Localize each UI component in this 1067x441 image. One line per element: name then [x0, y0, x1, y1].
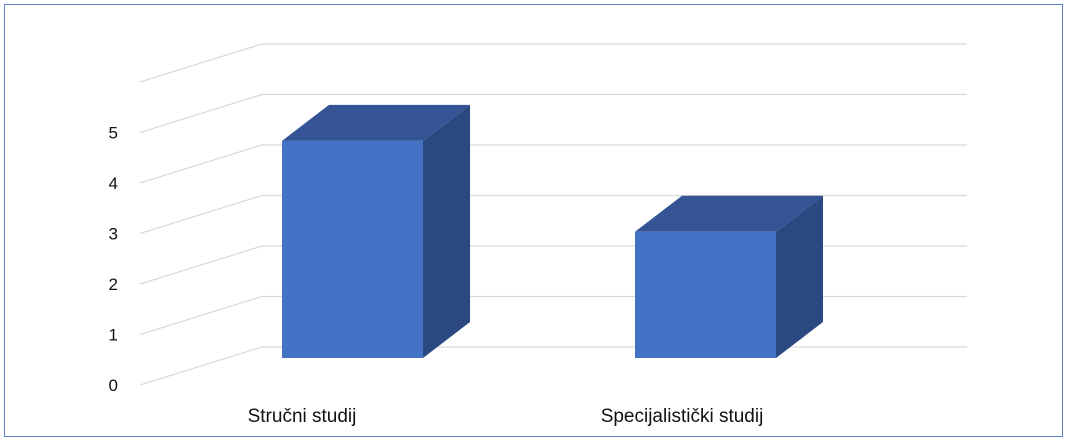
- x-axis-categories: Stručni studij Specijalistički studij: [248, 406, 764, 427]
- bar-top: [282, 104, 470, 141]
- gridline: [139, 93, 967, 134]
- gridline: [139, 295, 967, 336]
- y-axis-ticks: 0 1 2 3 4 5: [109, 124, 118, 396]
- y-tick-label: 4: [109, 174, 118, 193]
- y-tick-label: 0: [109, 376, 118, 395]
- bar-top: [635, 195, 823, 232]
- bar-side: [776, 195, 823, 358]
- y-tick-label: 1: [109, 326, 118, 345]
- bar-front: [635, 231, 776, 358]
- y-tick-label: 3: [109, 225, 118, 244]
- gridline: [139, 194, 967, 235]
- gridline: [139, 245, 967, 285]
- bars: [282, 104, 823, 358]
- bar-front: [282, 140, 423, 358]
- gridline: [139, 43, 967, 83]
- gridline: [139, 346, 967, 386]
- bar: [635, 195, 823, 358]
- gridlines: [139, 43, 967, 386]
- bar: [282, 104, 470, 358]
- category-label: Stručni studij: [248, 406, 357, 427]
- bar-side: [423, 104, 470, 358]
- category-label: Specijalistički studij: [601, 406, 764, 427]
- y-tick-label: 5: [109, 124, 118, 143]
- gridline: [139, 144, 967, 184]
- y-tick-label: 2: [109, 275, 118, 294]
